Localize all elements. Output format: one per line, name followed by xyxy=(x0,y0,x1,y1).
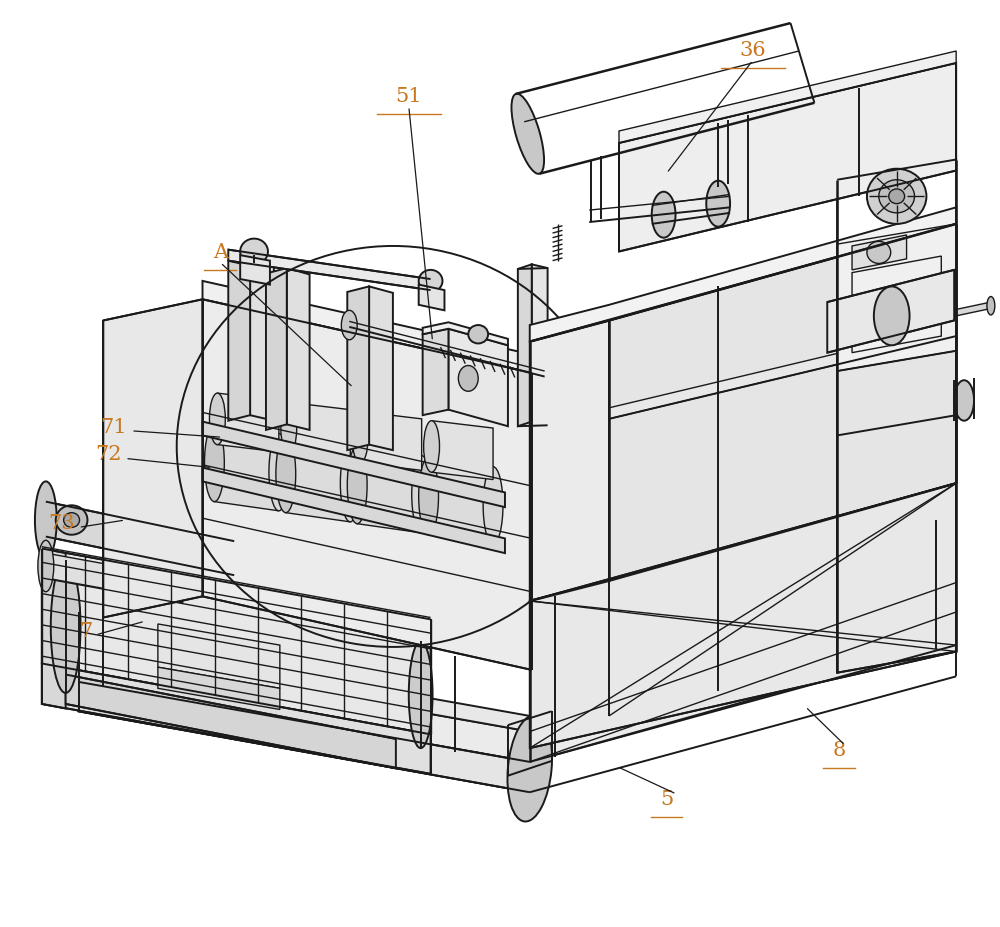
Polygon shape xyxy=(357,447,422,533)
Ellipse shape xyxy=(269,434,289,512)
Polygon shape xyxy=(203,300,532,670)
Polygon shape xyxy=(158,667,280,710)
Polygon shape xyxy=(347,287,369,451)
Polygon shape xyxy=(79,597,956,731)
Polygon shape xyxy=(203,422,505,508)
Ellipse shape xyxy=(276,436,296,514)
Polygon shape xyxy=(266,269,287,430)
Circle shape xyxy=(867,170,926,224)
Polygon shape xyxy=(837,224,956,372)
Polygon shape xyxy=(619,52,956,144)
Ellipse shape xyxy=(532,361,548,390)
Polygon shape xyxy=(228,256,274,267)
Polygon shape xyxy=(228,256,250,421)
Ellipse shape xyxy=(38,540,54,592)
Text: 72: 72 xyxy=(95,445,122,464)
Ellipse shape xyxy=(409,641,433,748)
Polygon shape xyxy=(852,235,907,271)
Polygon shape xyxy=(827,271,954,353)
Ellipse shape xyxy=(511,95,544,174)
Ellipse shape xyxy=(412,456,432,533)
Polygon shape xyxy=(289,403,350,462)
Circle shape xyxy=(240,239,268,265)
Ellipse shape xyxy=(35,482,57,559)
Polygon shape xyxy=(530,208,956,342)
Polygon shape xyxy=(956,303,991,316)
Circle shape xyxy=(64,514,80,527)
Polygon shape xyxy=(79,682,530,793)
Text: 36: 36 xyxy=(740,41,766,59)
Polygon shape xyxy=(369,287,393,451)
Polygon shape xyxy=(103,300,203,617)
Polygon shape xyxy=(158,624,280,689)
Polygon shape xyxy=(429,458,493,544)
Polygon shape xyxy=(518,265,532,426)
Polygon shape xyxy=(66,675,396,768)
Polygon shape xyxy=(448,329,508,426)
Ellipse shape xyxy=(224,524,244,594)
Ellipse shape xyxy=(341,311,357,340)
Text: 51: 51 xyxy=(395,86,422,106)
Circle shape xyxy=(867,242,891,264)
Polygon shape xyxy=(287,269,310,430)
Polygon shape xyxy=(79,682,530,793)
Polygon shape xyxy=(360,413,422,471)
Polygon shape xyxy=(250,256,274,421)
Text: 5: 5 xyxy=(660,789,673,808)
Ellipse shape xyxy=(652,193,676,238)
Polygon shape xyxy=(214,425,279,512)
Polygon shape xyxy=(609,325,956,419)
Polygon shape xyxy=(286,436,350,522)
Polygon shape xyxy=(42,549,66,709)
Circle shape xyxy=(56,506,87,535)
Polygon shape xyxy=(619,64,956,252)
Polygon shape xyxy=(240,256,270,286)
Polygon shape xyxy=(532,265,548,425)
Text: 7: 7 xyxy=(79,621,92,641)
Ellipse shape xyxy=(954,381,974,421)
Polygon shape xyxy=(217,394,279,452)
Ellipse shape xyxy=(706,182,730,227)
Ellipse shape xyxy=(209,394,225,445)
Polygon shape xyxy=(423,329,448,415)
Ellipse shape xyxy=(424,421,440,473)
Polygon shape xyxy=(419,286,444,311)
Polygon shape xyxy=(530,484,956,748)
Text: 73: 73 xyxy=(48,514,75,533)
Text: 8: 8 xyxy=(833,741,846,759)
Polygon shape xyxy=(228,250,431,291)
Polygon shape xyxy=(46,553,183,603)
Circle shape xyxy=(468,325,488,344)
Circle shape xyxy=(889,190,905,205)
Polygon shape xyxy=(42,549,431,734)
Polygon shape xyxy=(46,502,234,576)
Polygon shape xyxy=(432,421,493,480)
Polygon shape xyxy=(609,224,956,581)
Circle shape xyxy=(879,181,915,213)
Ellipse shape xyxy=(352,413,368,464)
Ellipse shape xyxy=(419,458,439,535)
Ellipse shape xyxy=(458,366,478,392)
Ellipse shape xyxy=(51,561,81,693)
Text: A: A xyxy=(213,243,228,261)
Polygon shape xyxy=(423,323,508,346)
Circle shape xyxy=(419,271,442,293)
Ellipse shape xyxy=(507,716,552,821)
Polygon shape xyxy=(203,468,505,553)
Ellipse shape xyxy=(874,287,910,346)
Polygon shape xyxy=(203,282,532,374)
Ellipse shape xyxy=(347,447,367,524)
Ellipse shape xyxy=(340,445,360,522)
Polygon shape xyxy=(79,613,956,762)
Polygon shape xyxy=(42,664,431,774)
Polygon shape xyxy=(530,321,609,602)
Ellipse shape xyxy=(987,298,995,315)
Ellipse shape xyxy=(281,403,297,454)
Text: 71: 71 xyxy=(100,417,127,437)
Ellipse shape xyxy=(483,467,503,544)
Ellipse shape xyxy=(204,425,224,502)
